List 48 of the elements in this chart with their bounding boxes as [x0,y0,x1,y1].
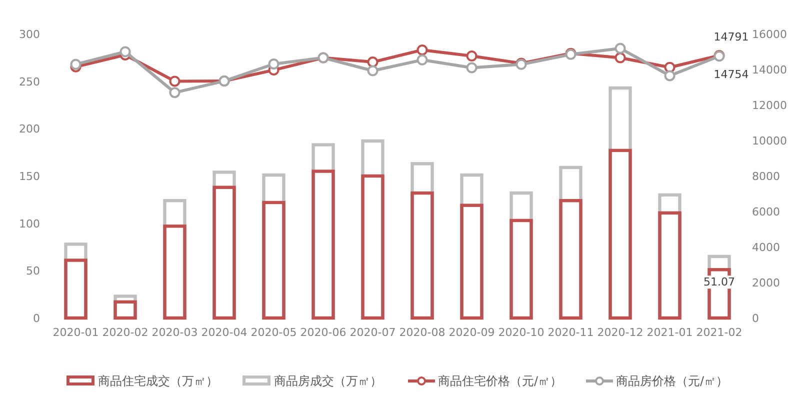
x-tick-label: 2020-02 [102,326,148,339]
y-tick-label: 0 [33,312,40,325]
x-tick-label: 2020-10 [498,326,544,339]
x-tick-label: 2020-08 [399,326,446,339]
legend-label: 商品住宅价格（元/㎡） [438,374,562,388]
x-tick-label: 2020-12 [597,326,644,339]
y2-tick-label: 6000 [752,206,780,218]
y2-tick-label: 16000 [752,28,787,41]
point [614,52,626,64]
point [664,70,676,82]
x-tick-label: 2021-01 [646,326,693,339]
legend-label: 商品房成交（万㎡） [274,374,382,388]
y-tick-label: 250 [19,75,40,88]
x-tick-label: 2020-06 [300,326,346,339]
x-tick-label: 2020-05 [250,326,297,339]
legend-label: 商品房价格（元/㎡） [616,374,728,388]
point [169,87,180,98]
y2-tick-label: 2000 [752,276,780,290]
point [367,65,378,76]
x-tick-label: 2020-04 [201,326,248,339]
x-tick-label: 2021-02 [696,326,742,339]
point [466,50,478,62]
y2-tick-label: 4000 [752,241,780,254]
y-tick-label: 300 [19,28,40,41]
point [416,44,428,56]
legend-label: 商品住宅成交（万㎡） [98,374,218,388]
point [416,54,428,66]
y-tick-label: 50 [26,264,40,278]
x-tick-label: 2020-09 [448,326,495,339]
point [70,58,82,70]
point [120,46,131,58]
y-tick-label: 200 [19,122,40,136]
x-tick-label: 2020-03 [152,326,198,339]
y-tick-label: 150 [19,170,40,183]
point [169,76,180,87]
point [614,42,626,54]
point [466,62,478,74]
point [268,58,280,70]
y2-tick-label: 10000 [752,134,787,148]
y-tick-label: 100 [19,217,40,230]
y2-tick-label: 14000 [752,64,787,76]
point [367,56,378,68]
x-tick-label: 2020-07 [350,326,396,339]
y2-tick-label: 8000 [752,170,780,183]
x-tick-label: 2020-11 [548,326,594,339]
y2-tick-label: 0 [752,312,759,325]
y2-tick-label: 12000 [752,99,787,112]
x-tick-label: 2020-01 [52,326,99,339]
